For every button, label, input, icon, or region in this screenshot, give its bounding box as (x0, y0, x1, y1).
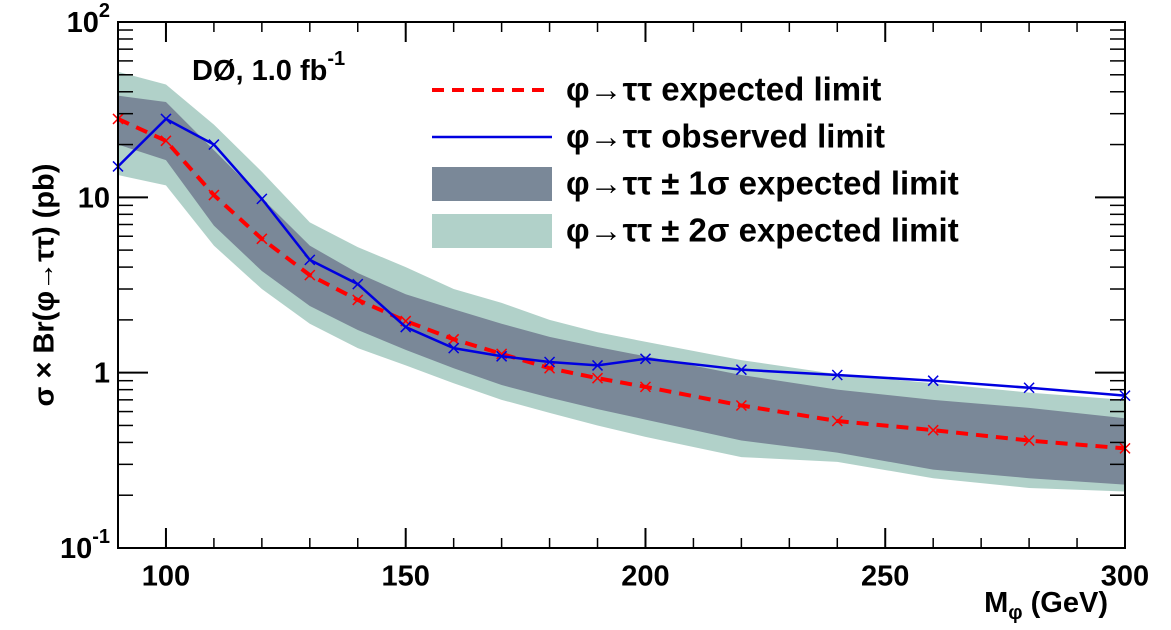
marker (208, 189, 220, 201)
y-tick-base: 10 (67, 7, 99, 39)
y-tick-exponent: 2 (99, 0, 110, 22)
legend-label: φ→ττ expected limit (566, 71, 881, 108)
marker (639, 353, 652, 365)
y-tick-label: 1 (94, 357, 110, 389)
marker (927, 424, 939, 436)
y-tick-base: 10 (78, 182, 110, 214)
marker (831, 369, 843, 381)
marker (496, 350, 508, 362)
series-line (117, 117, 1126, 451)
x-label-suffix: (GeV) (1023, 587, 1108, 619)
legend-swatch (432, 167, 552, 201)
marker (735, 399, 747, 411)
x-label-subscript: φ (1008, 602, 1022, 624)
legend-swatch (432, 214, 552, 248)
marker (591, 372, 604, 384)
marker (1023, 382, 1035, 394)
marker (352, 278, 364, 290)
legend-label: φ→ττ ± 2σ expected limit (566, 212, 959, 249)
x-tick-label: 100 (142, 561, 190, 593)
x-tick-label: 250 (861, 561, 909, 593)
marker (448, 333, 460, 345)
marker (544, 356, 556, 368)
x-tick-label: 200 (621, 561, 669, 593)
marker (304, 254, 316, 266)
marker (208, 139, 220, 151)
marker (256, 233, 268, 245)
marker (448, 342, 460, 354)
y-tick-base: 1 (94, 357, 110, 389)
y-axis-label: σ × Br(φ→ττ) (pb) (29, 164, 61, 407)
marker (304, 269, 316, 281)
x-label-main: M (984, 587, 1008, 619)
annotation: DØ, 1.0 fb-1 (192, 48, 345, 86)
marker (831, 415, 843, 427)
marker (160, 135, 172, 147)
x-tick-label: 300 (1101, 561, 1149, 593)
annotation-text: DØ, 1.0 fb (192, 55, 327, 87)
band (118, 71, 1125, 492)
marker (400, 321, 412, 333)
marker (1023, 435, 1035, 447)
y-tick-label: 102 (67, 0, 110, 38)
x-tick-label: 150 (382, 561, 430, 593)
marker (591, 359, 604, 371)
marker (927, 375, 939, 387)
marker (352, 294, 364, 306)
y-tick-exponent: -1 (92, 526, 110, 548)
plot-frame (117, 21, 1126, 549)
annotation-superscript: -1 (327, 48, 345, 70)
marker (256, 193, 268, 205)
marker (160, 113, 172, 125)
marker (735, 364, 747, 376)
y-tick-label: 10 (78, 182, 110, 214)
y-tick-label: 10-1 (60, 526, 110, 564)
marker (639, 381, 652, 393)
x-axis-label: Mφ (GeV) (984, 587, 1108, 625)
legend-label: φ→ττ observed limit (566, 118, 885, 155)
legend-label: φ→ττ ± 1σ expected limit (566, 165, 959, 202)
y-tick-base: 10 (60, 533, 92, 565)
